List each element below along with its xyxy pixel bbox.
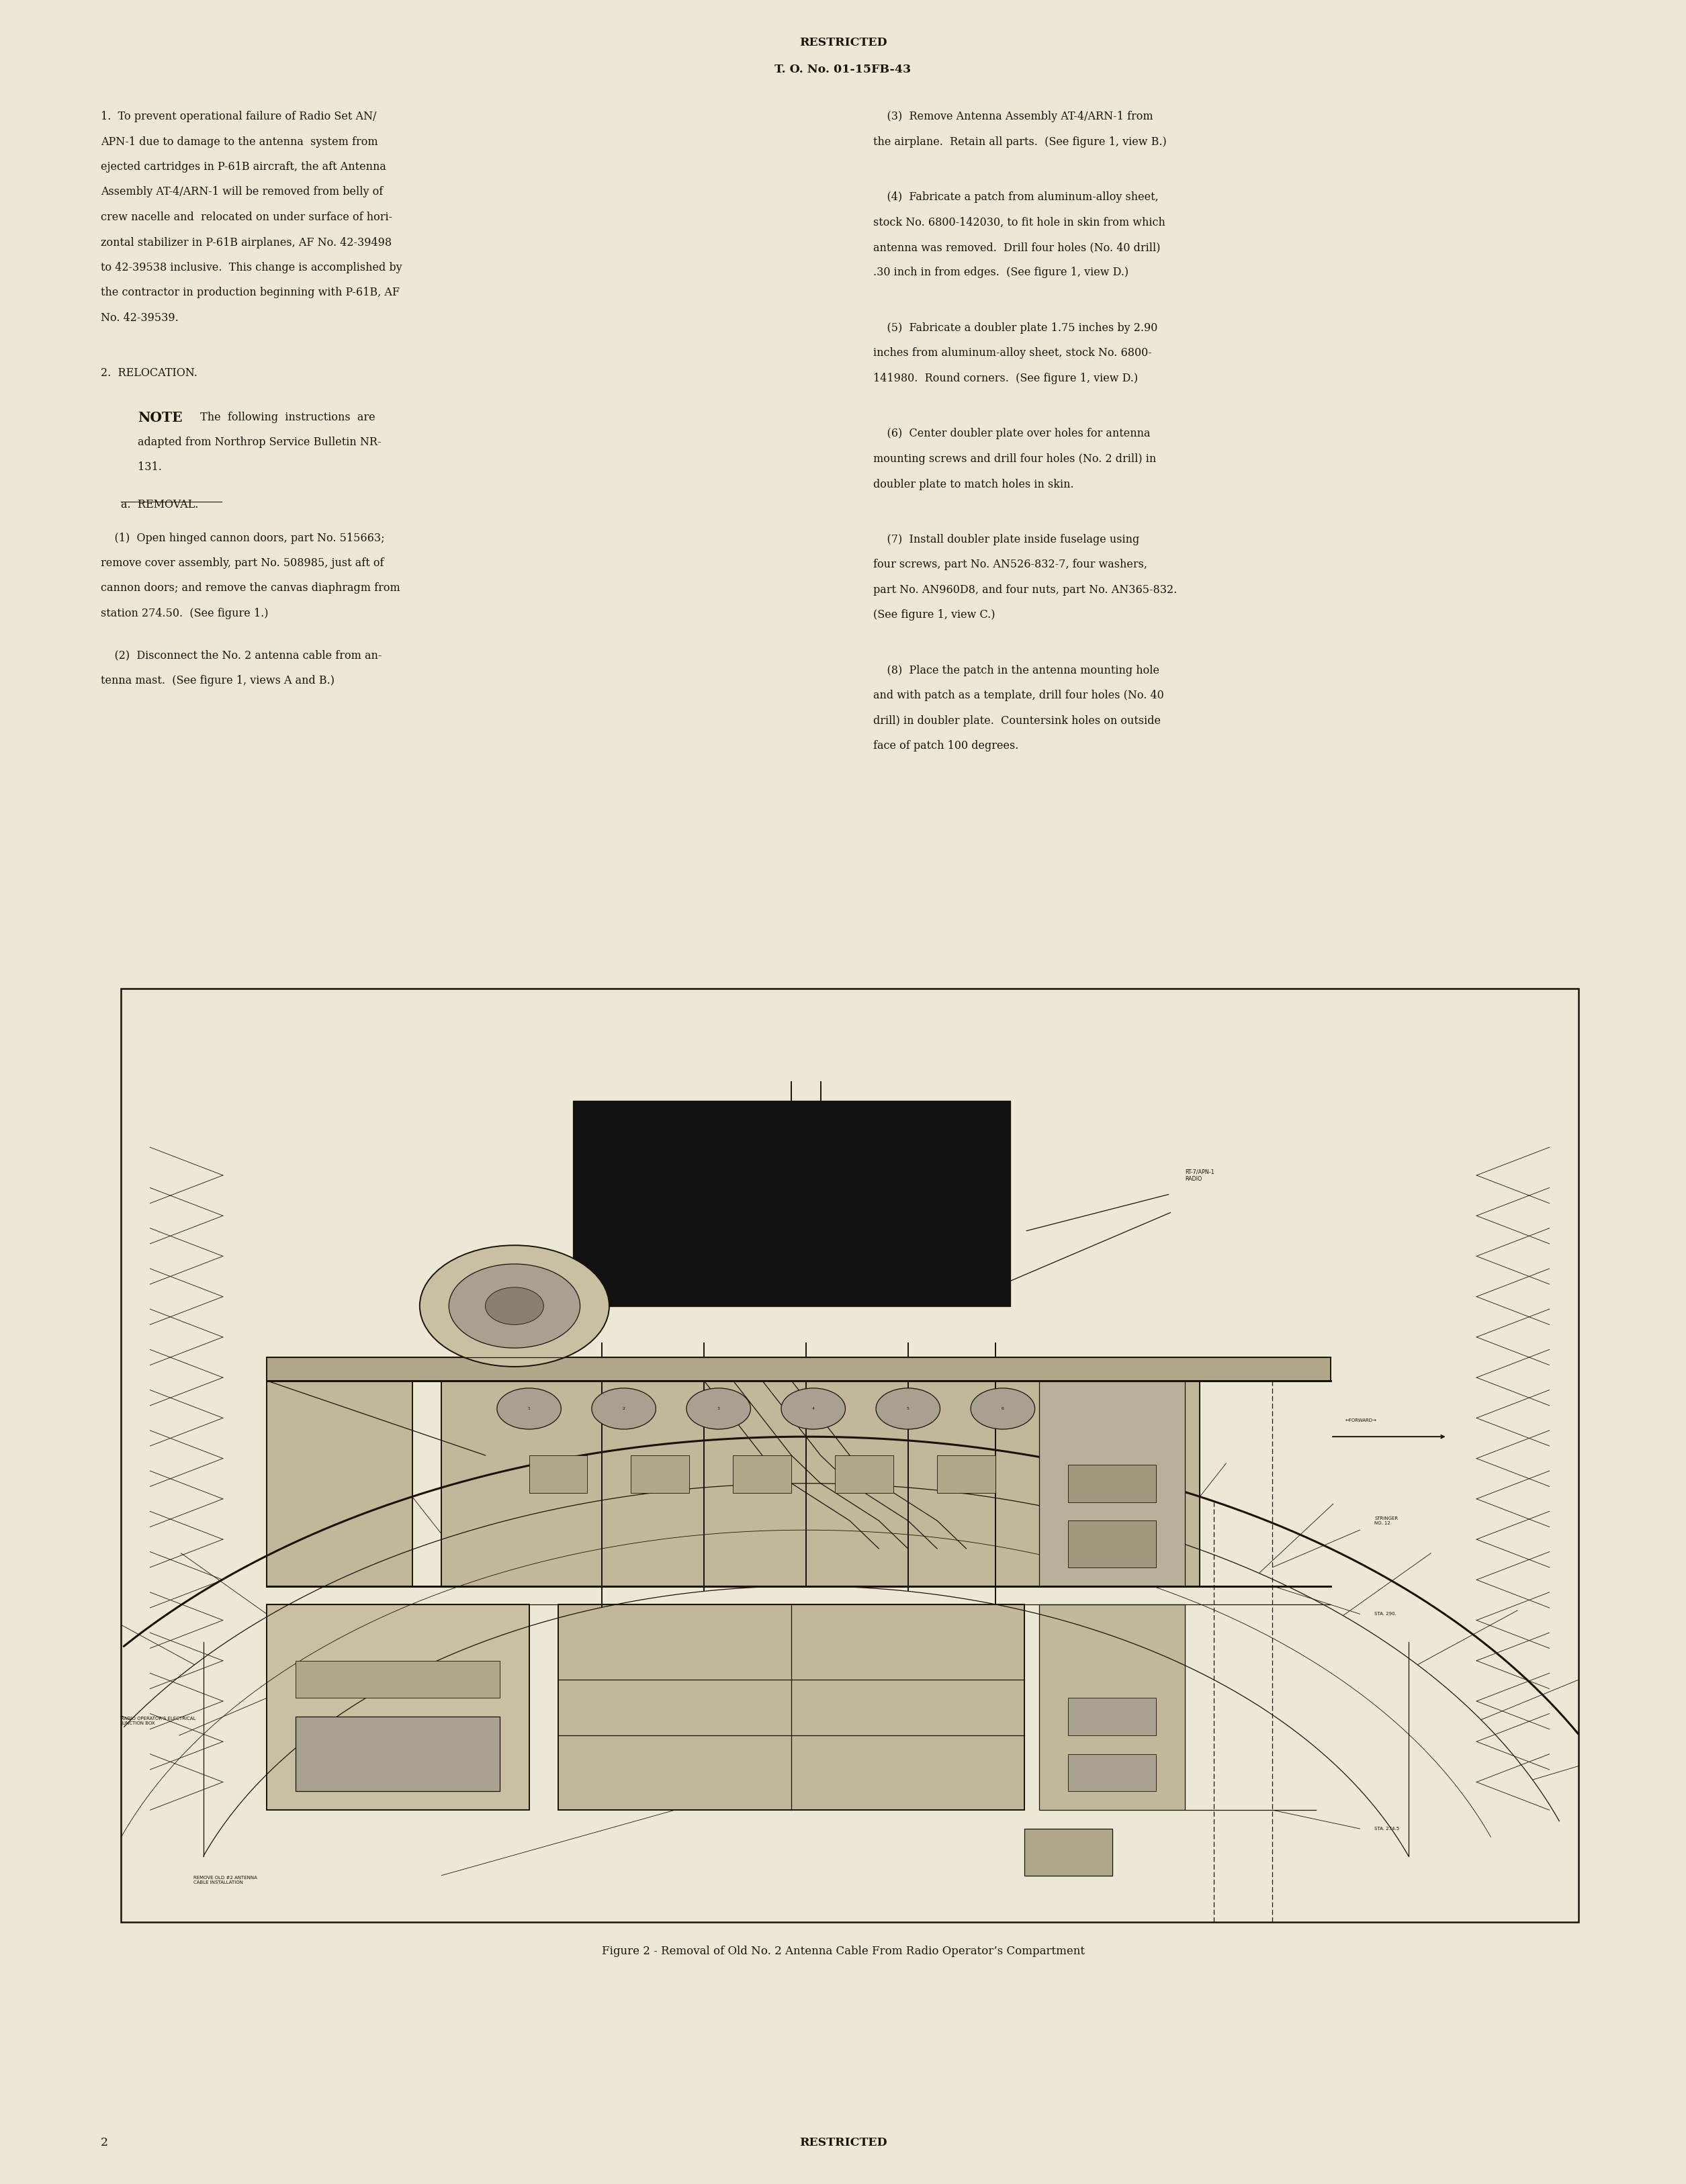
Bar bbox=[1069, 1754, 1157, 1791]
Text: stock No. 6800-142030, to fit hole in skin from which: stock No. 6800-142030, to fit hole in sk… bbox=[873, 216, 1165, 227]
Text: ejected cartridges in P-61B aircraft, the aft Antenna: ejected cartridges in P-61B aircraft, th… bbox=[101, 162, 386, 173]
Text: zontal stabilizer in P-61B airplanes, AF No. 42-39498: zontal stabilizer in P-61B airplanes, AF… bbox=[101, 236, 391, 249]
Text: .30 inch in from edges.  (See figure 1, view D.): .30 inch in from edges. (See figure 1, v… bbox=[873, 266, 1128, 277]
Bar bbox=[1025, 1828, 1113, 1876]
Text: RT-7/APN-1
RADIO: RT-7/APN-1 RADIO bbox=[1185, 1168, 1214, 1182]
Text: 6: 6 bbox=[1001, 1406, 1005, 1411]
Text: RESTRICTED: RESTRICTED bbox=[799, 37, 887, 48]
Text: 3: 3 bbox=[717, 1406, 720, 1411]
Text: STRINGER
NO. 12: STRINGER NO. 12 bbox=[1374, 1516, 1398, 1524]
Text: a.  REMOVAL.: a. REMOVAL. bbox=[121, 498, 199, 511]
Text: STA. 290.: STA. 290. bbox=[1374, 1612, 1396, 1616]
Text: four screws, part No. AN526-832-7, four washers,: four screws, part No. AN526-832-7, four … bbox=[873, 559, 1146, 570]
Bar bbox=[1039, 1605, 1185, 1811]
Text: 141980.  Round corners.  (See figure 1, view D.): 141980. Round corners. (See figure 1, vi… bbox=[873, 373, 1138, 384]
Bar bbox=[266, 1356, 1330, 1380]
Circle shape bbox=[420, 1245, 609, 1367]
Text: RESTRICTED: RESTRICTED bbox=[799, 2136, 887, 2149]
Text: 2.  RELOCATION.: 2. RELOCATION. bbox=[101, 367, 197, 380]
Circle shape bbox=[448, 1265, 580, 1348]
Bar bbox=[573, 1101, 1010, 1306]
Text: ←FORWARD→: ←FORWARD→ bbox=[1345, 1420, 1377, 1422]
Bar bbox=[266, 1380, 413, 1586]
Text: 4: 4 bbox=[813, 1406, 814, 1411]
Circle shape bbox=[686, 1389, 750, 1428]
Text: 2: 2 bbox=[622, 1406, 626, 1411]
Circle shape bbox=[592, 1389, 656, 1428]
Text: remove cover assembly, part No. 508985, just aft of: remove cover assembly, part No. 508985, … bbox=[101, 557, 384, 568]
Bar bbox=[121, 989, 1578, 1922]
Text: (1)  Open hinged cannon doors, part No. 515663;: (1) Open hinged cannon doors, part No. 5… bbox=[101, 533, 384, 544]
Text: APN-1 due to damage to the antenna  system from: APN-1 due to damage to the antenna syste… bbox=[101, 135, 378, 146]
Text: (3)  Remove Antenna Assembly AT-4/ARN-1 from: (3) Remove Antenna Assembly AT-4/ARN-1 f… bbox=[873, 111, 1153, 122]
Bar bbox=[1069, 1465, 1157, 1503]
Bar bbox=[1069, 1697, 1157, 1736]
Text: 2: 2 bbox=[101, 2136, 108, 2149]
Bar bbox=[442, 1380, 1199, 1586]
Circle shape bbox=[497, 1389, 561, 1428]
Bar bbox=[733, 1455, 791, 1492]
Text: (6)  Center doubler plate over holes for antenna: (6) Center doubler plate over holes for … bbox=[873, 428, 1150, 439]
Text: (7)  Install doubler plate inside fuselage using: (7) Install doubler plate inside fuselag… bbox=[873, 533, 1140, 546]
Bar bbox=[266, 1605, 529, 1811]
Bar bbox=[295, 1660, 499, 1697]
Text: part No. AN960D8, and four nuts, part No. AN365-832.: part No. AN960D8, and four nuts, part No… bbox=[873, 585, 1177, 596]
Text: (4)  Fabricate a patch from aluminum-alloy sheet,: (4) Fabricate a patch from aluminum-allo… bbox=[873, 192, 1158, 203]
Text: crew nacelle and  relocated on under surface of hori-: crew nacelle and relocated on under surf… bbox=[101, 212, 393, 223]
Text: antenna was removed.  Drill four holes (No. 40 drill): antenna was removed. Drill four holes (N… bbox=[873, 242, 1160, 253]
Bar bbox=[529, 1455, 587, 1492]
Bar bbox=[937, 1455, 995, 1492]
Text: RADIO OPERATOR'S ELECTRICAL
JUNCTION BOX: RADIO OPERATOR'S ELECTRICAL JUNCTION BOX bbox=[121, 1717, 196, 1725]
Text: (See figure 1, view C.): (See figure 1, view C.) bbox=[873, 609, 995, 620]
Circle shape bbox=[781, 1389, 845, 1428]
Text: cannon doors; and remove the canvas diaphragm from: cannon doors; and remove the canvas diap… bbox=[101, 583, 400, 594]
Text: face of patch 100 degrees.: face of patch 100 degrees. bbox=[873, 740, 1018, 751]
Text: station 274.50.  (See figure 1.): station 274.50. (See figure 1.) bbox=[101, 607, 268, 620]
Text: 131.: 131. bbox=[138, 461, 162, 474]
Text: NOTE: NOTE bbox=[138, 411, 182, 424]
Bar bbox=[1039, 1380, 1185, 1586]
Text: tenna mast.  (See figure 1, views A and B.): tenna mast. (See figure 1, views A and B… bbox=[101, 675, 334, 686]
Text: REMOVE OLD #2 ANTENNA
CABLE INSTALLATION: REMOVE OLD #2 ANTENNA CABLE INSTALLATION bbox=[194, 1876, 258, 1885]
Text: The  following  instructions  are: The following instructions are bbox=[197, 411, 376, 424]
Text: adapted from Northrop Service Bulletin NR-: adapted from Northrop Service Bulletin N… bbox=[138, 437, 381, 448]
Text: T. O. No. 01-15FB-43: T. O. No. 01-15FB-43 bbox=[776, 63, 910, 74]
Text: to 42-39538 inclusive.  This change is accomplished by: to 42-39538 inclusive. This change is ac… bbox=[101, 262, 401, 273]
Text: No. 42-39539.: No. 42-39539. bbox=[101, 312, 179, 323]
Text: drill) in doubler plate.  Countersink holes on outside: drill) in doubler plate. Countersink hol… bbox=[873, 714, 1160, 727]
Bar bbox=[631, 1455, 690, 1492]
Text: STA. 274.5: STA. 274.5 bbox=[1374, 1826, 1399, 1830]
Bar bbox=[558, 1605, 1025, 1811]
Text: 1: 1 bbox=[528, 1406, 531, 1411]
Text: (5)  Fabricate a doubler plate 1.75 inches by 2.90: (5) Fabricate a doubler plate 1.75 inche… bbox=[873, 323, 1158, 334]
Circle shape bbox=[971, 1389, 1035, 1428]
Text: Assembly AT-4/ARN-1 will be removed from belly of: Assembly AT-4/ARN-1 will be removed from… bbox=[101, 186, 383, 199]
Circle shape bbox=[877, 1389, 941, 1428]
Text: (2)  Disconnect the No. 2 antenna cable from an-: (2) Disconnect the No. 2 antenna cable f… bbox=[101, 651, 381, 662]
Circle shape bbox=[486, 1286, 543, 1326]
Bar bbox=[1069, 1520, 1157, 1568]
Text: (8)  Place the patch in the antenna mounting hole: (8) Place the patch in the antenna mount… bbox=[873, 664, 1160, 677]
Text: the airplane.  Retain all parts.  (See figure 1, view B.): the airplane. Retain all parts. (See fig… bbox=[873, 135, 1167, 146]
Bar bbox=[295, 1717, 499, 1791]
Text: 5: 5 bbox=[907, 1406, 909, 1411]
Text: inches from aluminum-alloy sheet, stock No. 6800-: inches from aluminum-alloy sheet, stock … bbox=[873, 347, 1152, 358]
Text: doubler plate to match holes in skin.: doubler plate to match holes in skin. bbox=[873, 478, 1074, 489]
Text: Figure 2 - Removal of Old No. 2 Antenna Cable From Radio Operator’s Compartment: Figure 2 - Removal of Old No. 2 Antenna … bbox=[602, 1946, 1084, 1957]
Text: and with patch as a template, drill four holes (No. 40: and with patch as a template, drill four… bbox=[873, 690, 1163, 701]
Text: the contractor in production beginning with P-61B, AF: the contractor in production beginning w… bbox=[101, 286, 400, 299]
Text: 1.  To prevent operational failure of Radio Set AN/: 1. To prevent operational failure of Rad… bbox=[101, 111, 376, 122]
Text: mounting screws and drill four holes (No. 2 drill) in: mounting screws and drill four holes (No… bbox=[873, 454, 1157, 465]
Bar bbox=[835, 1455, 894, 1492]
